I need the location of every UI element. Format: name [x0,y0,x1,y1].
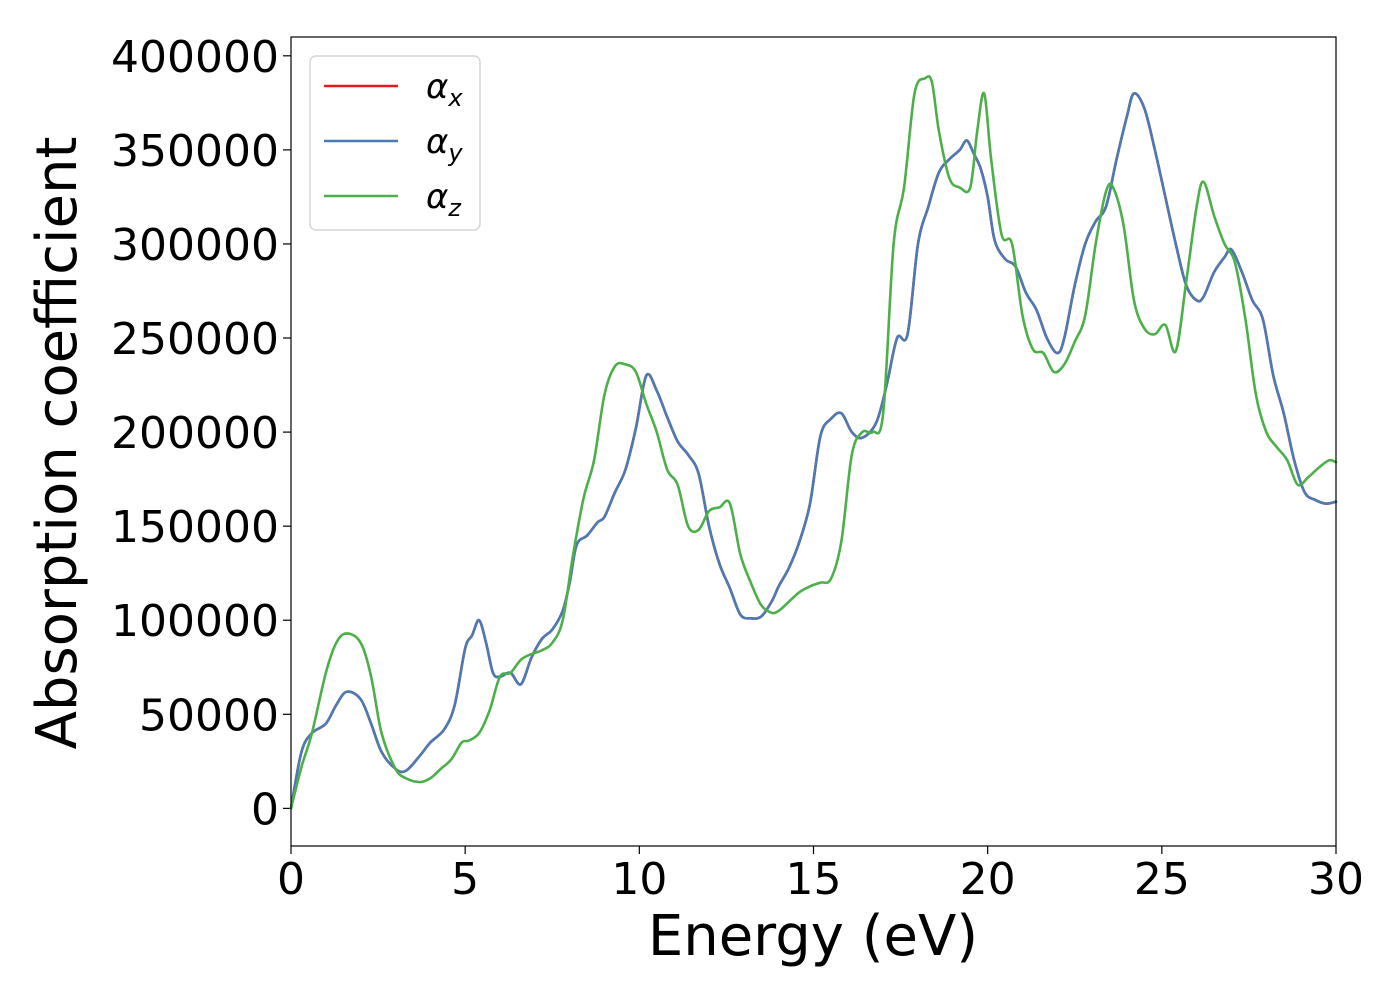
legend-label-x: αx [426,67,463,112]
legend-box [309,55,481,231]
y-axis-title: Absorption coefficient [25,137,90,750]
y-tick-label: 250000 [111,314,279,365]
x-ticks: 0 5 10 15 20 25 30 [277,846,1364,905]
legend-label-y: αy [426,122,463,167]
series-line-z [289,74,1338,810]
x-tick-label: 15 [786,854,842,905]
y-tick-label: 0 [251,784,279,835]
y-tick-label: 350000 [111,126,279,177]
x-tick-label: 25 [1134,854,1190,905]
y-tick-label: 100000 [111,596,279,647]
y-tick-label: 50000 [139,690,279,741]
plot-frame [290,36,1337,847]
y-tick-label: 300000 [111,220,279,271]
legend: αx αy αz [309,55,481,231]
x-tick-label: 5 [451,854,479,905]
y-tick-label: 150000 [111,502,279,553]
x-tick-label: 10 [611,854,667,905]
y-tick-label: 200000 [111,408,279,459]
series-line-y [289,92,1338,810]
legend-label-z: αz [426,177,462,222]
x-tick-label: 20 [960,854,1016,905]
y-tick-label: 400000 [111,32,279,83]
x-axis-title: Energy (eV) [648,904,978,969]
plot-lines [289,74,1338,810]
x-tick-label: 30 [1308,854,1364,905]
x-tick-label: 0 [277,854,305,905]
y-ticks: 0 50000 100000 150000 200000 250000 300000 3500… [111,32,291,835]
